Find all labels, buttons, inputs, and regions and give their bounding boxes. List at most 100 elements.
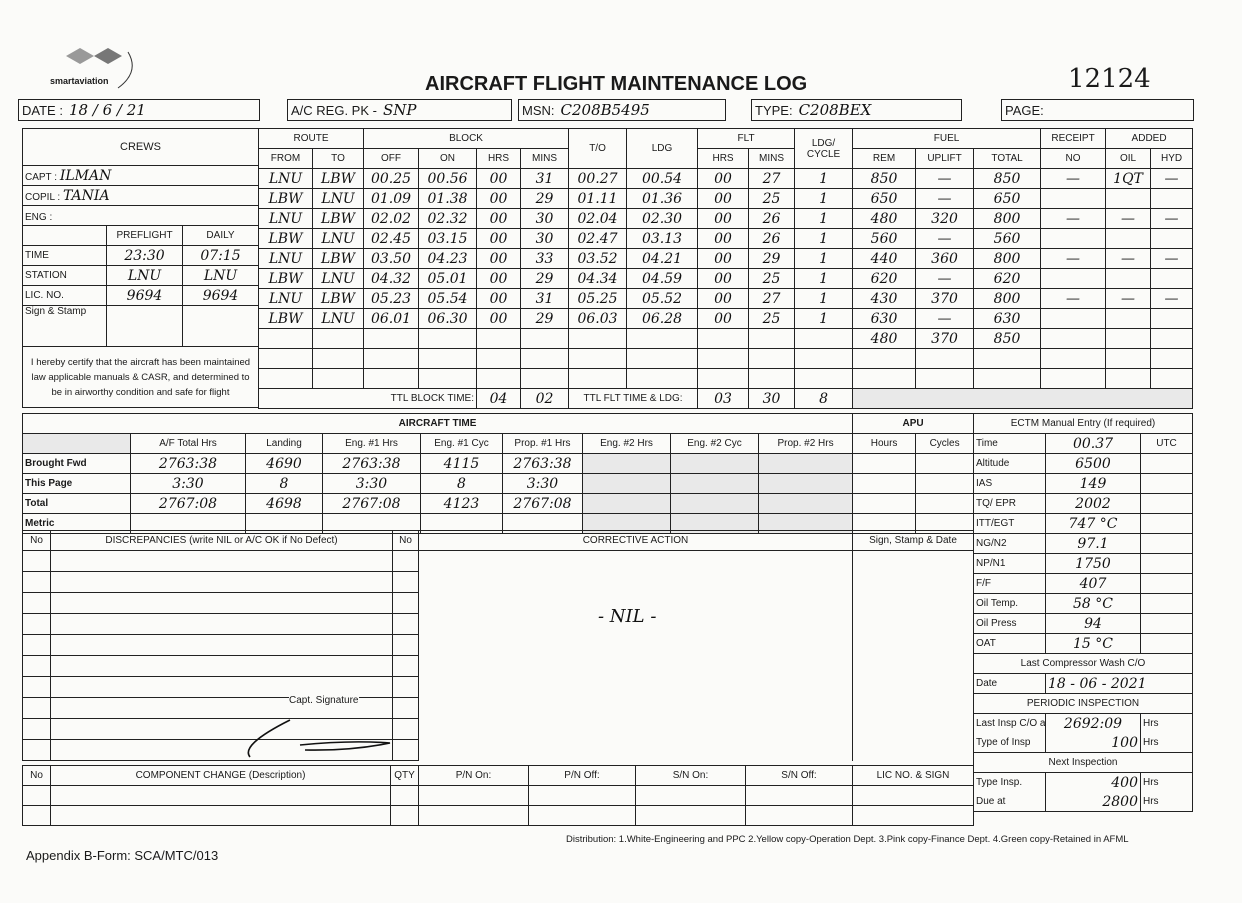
fuel-uplift-cell[interactable]: 370 — [915, 288, 975, 309]
wash-date-value[interactable]: 18 - 06 - 2021 — [1044, 673, 1194, 694]
ldg-cycle-cell[interactable]: 1 — [794, 288, 854, 309]
landing-cell[interactable]: 06.28 — [626, 308, 699, 329]
type-field[interactable]: TYPE: C208BEX — [751, 99, 962, 121]
component-cell[interactable] — [852, 805, 974, 826]
hyd-added-cell[interactable]: — — [1150, 248, 1194, 269]
ldg-cycle-cell[interactable]: 1 — [794, 208, 854, 229]
oil-added-cell[interactable]: — — [1105, 248, 1152, 269]
oil-added-cell[interactable] — [1105, 188, 1152, 209]
aircraft-time-value[interactable] — [670, 453, 759, 474]
ectm-value[interactable]: 94 — [1045, 613, 1141, 634]
fuel-rem-cell[interactable]: 620 — [852, 268, 917, 289]
disc-no-cell[interactable] — [22, 613, 51, 635]
hyd-added-cell[interactable] — [1150, 268, 1194, 289]
preflight-value[interactable]: 9694 — [106, 285, 183, 306]
fuel-rem-cell[interactable]: 850 — [852, 168, 917, 189]
to-cell[interactable]: LBW — [312, 288, 364, 309]
from-cell[interactable]: LNU — [258, 288, 313, 309]
due-value[interactable]: 2800 — [1045, 792, 1141, 812]
block-off-cell[interactable]: 03.50 — [363, 248, 419, 269]
daily-value[interactable] — [181, 305, 260, 347]
fuel-total-cell[interactable]: 800 — [973, 248, 1042, 269]
block-mins-cell[interactable]: 33 — [519, 248, 570, 269]
aircraft-time-value[interactable] — [582, 493, 671, 514]
preflight-value[interactable] — [106, 305, 183, 347]
ldg-cycle-cell[interactable]: 1 — [794, 188, 854, 209]
from-cell[interactable]: LNU — [258, 208, 313, 229]
receipt-no-cell[interactable] — [1040, 308, 1107, 329]
takeoff-cell[interactable]: 03.52 — [568, 248, 628, 269]
fuel-total-cell[interactable]: 850 — [973, 168, 1042, 189]
takeoff-cell[interactable] — [568, 348, 628, 369]
flt-mins-cell[interactable] — [748, 368, 796, 389]
to-cell[interactable] — [312, 348, 364, 369]
flt-hrs-cell[interactable]: 00 — [697, 248, 750, 269]
fuel-uplift-cell[interactable] — [915, 368, 975, 389]
component-cell[interactable] — [635, 805, 746, 826]
disc-no-cell[interactable] — [22, 739, 51, 761]
msn-field[interactable]: MSN: C208B5495 — [518, 99, 726, 121]
from-cell[interactable]: LNU — [258, 248, 313, 269]
action-text-cell[interactable] — [418, 634, 853, 656]
takeoff-cell[interactable]: 04.34 — [568, 268, 628, 289]
flt-mins-cell[interactable]: 26 — [748, 228, 796, 249]
block-on-cell[interactable]: 02.32 — [418, 208, 477, 229]
aircraft-time-value[interactable] — [915, 493, 975, 514]
block-mins-cell[interactable]: 29 — [519, 268, 570, 289]
block-off-cell[interactable]: 00.25 — [363, 168, 419, 189]
oil-added-cell[interactable]: 1QT — [1105, 168, 1152, 189]
disc-no-cell[interactable] — [22, 571, 51, 593]
oil-added-cell[interactable] — [1105, 368, 1152, 389]
to-cell[interactable]: LBW — [312, 208, 364, 229]
fuel-rem-cell[interactable]: 560 — [852, 228, 917, 249]
fuel-uplift-cell[interactable]: — — [915, 188, 975, 209]
component-cell[interactable] — [22, 785, 51, 806]
block-hrs-cell[interactable] — [476, 328, 521, 349]
block-hrs-cell[interactable]: 00 — [476, 168, 521, 189]
disc-no-cell[interactable] — [22, 592, 51, 614]
component-cell[interactable] — [635, 785, 746, 806]
block-off-cell[interactable]: 02.02 — [363, 208, 419, 229]
fuel-rem-cell[interactable]: 440 — [852, 248, 917, 269]
action-text-cell[interactable] — [418, 571, 853, 593]
oil-added-cell[interactable]: — — [1105, 208, 1152, 229]
aircraft-time-value[interactable] — [670, 473, 759, 494]
daily-value[interactable]: LNU — [181, 265, 260, 286]
ldg-cycle-cell[interactable] — [794, 348, 854, 369]
aircraft-time-value[interactable] — [852, 493, 917, 514]
fuel-total-cell[interactable]: 800 — [973, 208, 1042, 229]
fuel-total-cell[interactable]: 800 — [973, 288, 1042, 309]
flt-mins-cell[interactable] — [748, 348, 796, 369]
receipt-no-cell[interactable]: — — [1040, 248, 1107, 269]
aircraft-time-value[interactable]: 3:30 — [322, 473, 421, 494]
ldg-cycle-cell[interactable]: 1 — [794, 268, 854, 289]
component-cell[interactable] — [50, 805, 391, 826]
capt-row[interactable]: CAPT : ILMAN — [21, 165, 260, 186]
reg-field[interactable]: A/C REG. PK - SNP — [287, 99, 512, 121]
aircraft-time-value[interactable] — [582, 513, 671, 534]
aircraft-time-value[interactable]: 2767:08 — [130, 493, 246, 514]
block-hrs-cell[interactable] — [476, 348, 521, 369]
aircraft-time-value[interactable] — [757, 493, 854, 514]
block-mins-cell[interactable]: 30 — [519, 228, 570, 249]
block-hrs-cell[interactable]: 00 — [476, 228, 521, 249]
flt-mins-cell[interactable]: 26 — [748, 208, 796, 229]
flt-mins-cell[interactable]: 27 — [748, 288, 796, 309]
flt-hrs-cell[interactable] — [697, 348, 750, 369]
flt-hrs-cell[interactable]: 00 — [697, 268, 750, 289]
takeoff-cell[interactable] — [568, 368, 628, 389]
component-cell[interactable] — [528, 805, 636, 826]
takeoff-cell[interactable]: 01.11 — [568, 188, 628, 209]
receipt-no-cell[interactable] — [1040, 268, 1107, 289]
hyd-added-cell[interactable] — [1150, 368, 1194, 389]
aircraft-time-value[interactable] — [757, 513, 854, 534]
from-cell[interactable]: LBW — [258, 188, 313, 209]
daily-value[interactable]: 07:15 — [181, 245, 260, 266]
receipt-no-cell[interactable] — [1040, 368, 1107, 389]
action-no-cell[interactable] — [392, 592, 419, 614]
block-on-cell[interactable] — [418, 368, 477, 389]
to-cell[interactable]: LBW — [312, 248, 364, 269]
from-cell[interactable]: LBW — [258, 268, 313, 289]
oil-added-cell[interactable] — [1105, 228, 1152, 249]
oil-added-cell[interactable] — [1105, 268, 1152, 289]
